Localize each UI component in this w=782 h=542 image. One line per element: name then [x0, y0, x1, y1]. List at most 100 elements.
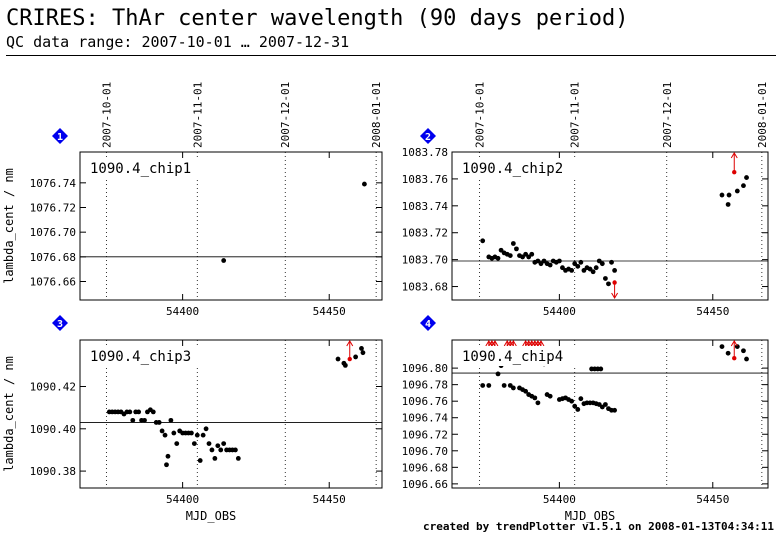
- series-label-bg: [456, 346, 590, 366]
- y-tick-label: 1076.70: [30, 226, 76, 239]
- footer-credit: created by trendPlotter v1.5.1 on 2008-0…: [423, 520, 774, 533]
- data-point: [572, 403, 578, 409]
- panel-4: 1096.66 1096.68 1096.70 1096.72 1096.74 1096.…: [402, 315, 769, 523]
- data-point: [203, 426, 209, 432]
- data-point: [523, 388, 529, 394]
- y-tick-label: 1090.42: [30, 381, 76, 394]
- data-point: [159, 428, 165, 434]
- data-point: [569, 398, 575, 404]
- date-tick-label: 2008-01-01: [370, 82, 383, 148]
- outlier-arrow-head: [730, 340, 738, 347]
- data-point: [197, 458, 203, 463]
- panel-number: 3: [57, 319, 63, 330]
- data-point: [609, 259, 614, 265]
- x-tick-label: 54400: [543, 305, 576, 318]
- y-tick-label: 1096.70: [402, 445, 448, 458]
- outlier-point: [612, 280, 617, 285]
- y-tick-label: 1083.68: [402, 281, 448, 294]
- y-tick-label: 1083.74: [402, 200, 449, 213]
- data-point: [741, 183, 746, 189]
- data-point: [510, 241, 516, 246]
- data-point: [606, 281, 611, 287]
- outlier-arrow-head: [488, 340, 496, 347]
- plot-frame: [79, 339, 383, 489]
- panel-number: 4: [425, 319, 431, 330]
- data-point: [741, 348, 746, 354]
- data-point: [165, 453, 171, 459]
- data-point: [575, 407, 581, 412]
- data-point: [189, 430, 194, 436]
- x-tick-label: 54400: [166, 305, 199, 318]
- data-point: [590, 269, 596, 275]
- x-tick-label: 54450: [313, 493, 346, 506]
- data-point: [547, 393, 553, 399]
- data-point: [174, 441, 180, 446]
- data-point: [235, 456, 241, 461]
- data-point: [480, 383, 486, 388]
- date-tick-label: 2008-01-01: [756, 82, 769, 148]
- data-point: [578, 259, 584, 265]
- data-point: [725, 202, 731, 207]
- outlier-arrow-head: [503, 340, 511, 347]
- date-tick-label: 2007-11-01: [569, 82, 582, 148]
- data-point: [480, 238, 486, 244]
- outlier-arrow-head: [537, 340, 545, 347]
- series-label: 1090.4_chip1: [90, 161, 191, 177]
- data-point: [529, 251, 535, 257]
- date-tick-label: 2007-12-01: [279, 82, 292, 148]
- report-subtitle: QC data range: 2007-10-01 … 2007-12-31: [6, 33, 350, 51]
- outlier-arrow-head: [491, 340, 499, 347]
- data-point: [612, 407, 618, 413]
- y-tick-label: 1076.66: [30, 276, 76, 289]
- panel-number: 2: [425, 132, 431, 143]
- outlier-arrow-head: [509, 340, 517, 347]
- y-axis-label: lambda_cent / nm: [2, 168, 16, 284]
- data-points: [480, 175, 749, 287]
- x-tick-label: 54450: [313, 305, 346, 318]
- date-tick-label: 2007-10-01: [100, 82, 113, 148]
- data-point: [232, 447, 238, 453]
- data-point: [719, 192, 725, 198]
- series-label: 1090.4_chip4: [462, 349, 563, 365]
- data-point: [734, 344, 740, 350]
- y-tick-label: 1096.66: [402, 478, 448, 491]
- outlier-point: [347, 356, 352, 362]
- data-point: [142, 417, 147, 423]
- panel-number-badge: [420, 315, 436, 331]
- panel-3: 1090.38 1090.40 1090.42 54400 54450 1090.4_ch…: [2, 315, 383, 523]
- data-point: [514, 246, 519, 252]
- data-point: [353, 354, 359, 360]
- data-point: [602, 402, 608, 407]
- y-axis-label: lambda_cent / nm: [2, 356, 16, 472]
- panel-number: 1: [57, 132, 63, 143]
- data-point: [495, 255, 501, 261]
- report-title: CRIRES: ThAr center wavelength (90 days …: [6, 6, 629, 31]
- data-point: [593, 265, 599, 271]
- panel-number-badge: [52, 128, 68, 144]
- plot-frame: [451, 339, 769, 489]
- x-axis-label: MJD_OBS: [186, 509, 237, 523]
- panel-number-badge: [52, 315, 68, 331]
- data-point: [495, 371, 501, 377]
- outlier-arrow-head: [346, 340, 354, 347]
- x-tick-label: 54400: [543, 493, 576, 506]
- data-point: [535, 400, 541, 406]
- data-points: [106, 346, 366, 468]
- data-point: [359, 346, 364, 351]
- data-point: [168, 417, 174, 423]
- outlier-arrow-head: [525, 340, 533, 347]
- y-tick-label: 1096.76: [402, 395, 448, 408]
- data-point: [599, 261, 605, 267]
- data-point: [726, 192, 732, 198]
- data-point: [532, 395, 538, 401]
- data-point: [510, 385, 516, 391]
- data-point: [612, 268, 618, 273]
- data-point: [507, 253, 513, 258]
- y-tick-label: 1076.74: [30, 177, 77, 190]
- date-tick-label: 2007-10-01: [474, 82, 487, 148]
- date-tick-label: 2007-11-01: [191, 82, 204, 148]
- data-point: [136, 409, 142, 415]
- data-points: [221, 181, 367, 263]
